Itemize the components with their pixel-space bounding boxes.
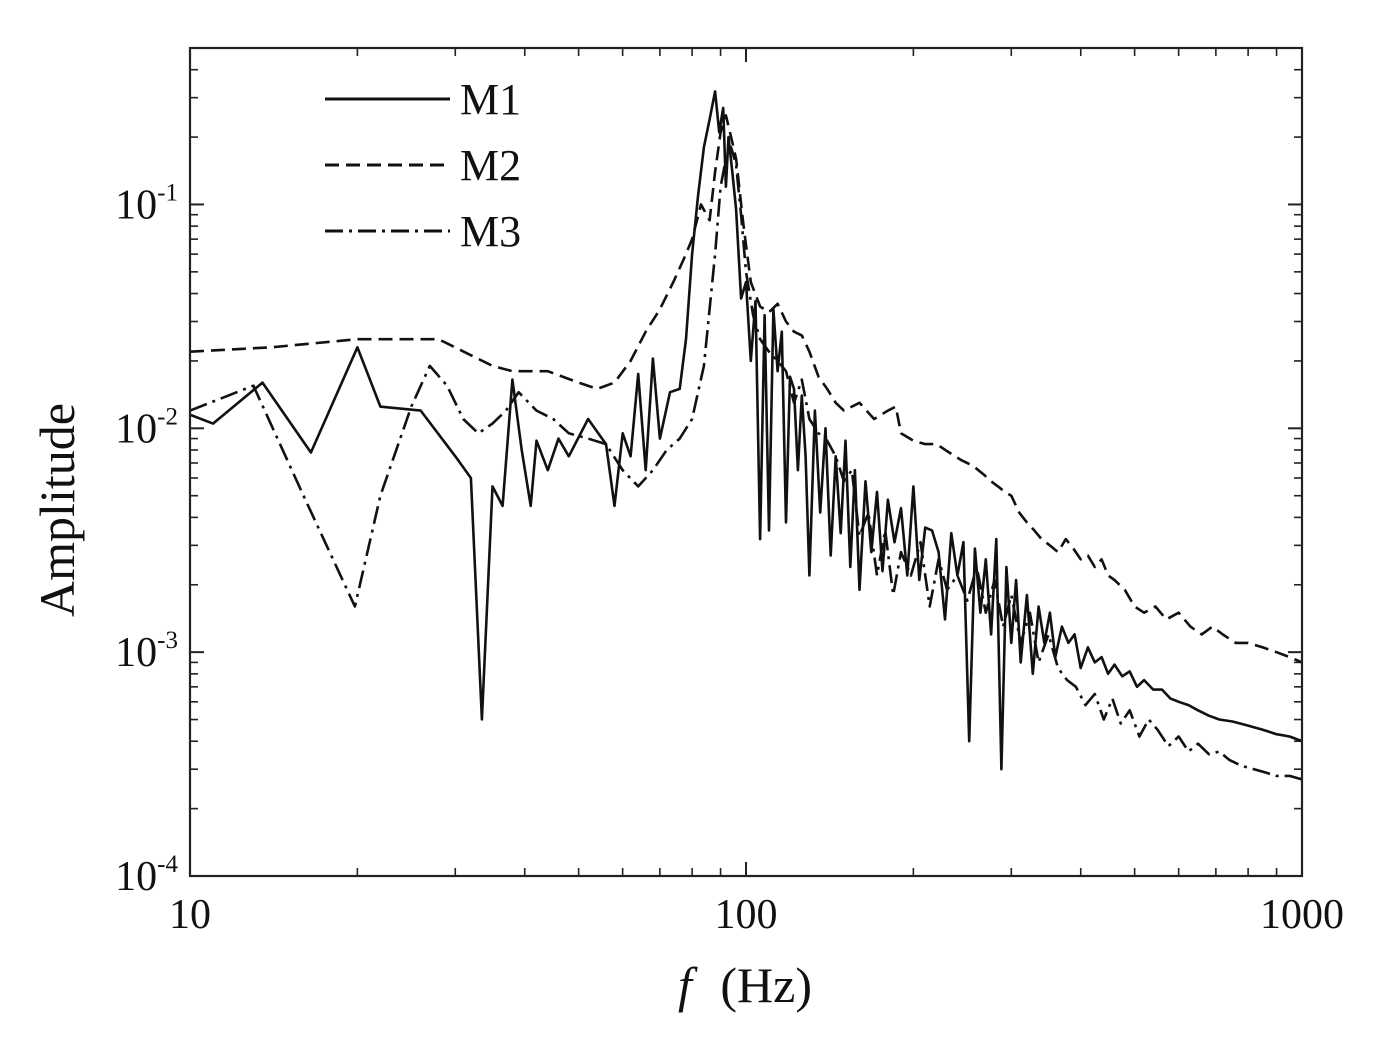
y-minor-ticks	[190, 47, 1302, 810]
x-axis-label-symbol: f	[678, 957, 698, 1013]
x-axis-label: f (Hz)	[678, 957, 812, 1013]
y-tick-label-base: 10	[115, 854, 157, 900]
y-tick-labels: 10-110-210-310-4	[115, 179, 178, 900]
y-tick-label: 10-3	[115, 627, 178, 676]
series-line-m3	[190, 146, 1302, 781]
x-tick-label: 1000	[1260, 892, 1344, 938]
series-line-m1	[190, 90, 1302, 771]
y-tick-label-exponent: -2	[157, 403, 178, 430]
legend-label-m3: M3	[460, 207, 521, 256]
series-line-m2	[190, 114, 1302, 664]
y-tick-label: 10-2	[115, 403, 178, 452]
x-tick-label: 10	[169, 892, 211, 938]
y-tick-label: 10-4	[115, 851, 178, 900]
y-axis-label: Amplitude	[29, 403, 85, 617]
legend-label-m1: M1	[460, 75, 521, 124]
plot-frame	[188, 46, 1304, 878]
x-tick-labels: 10 100 1000	[169, 892, 1344, 938]
y-tick-label-exponent: -3	[157, 627, 178, 654]
y-tick-label-base: 10	[115, 182, 157, 228]
x-axis-label-unit: (Hz)	[720, 957, 812, 1013]
legend-label-m2: M2	[460, 141, 521, 190]
y-axis: 10-110-210-310-4 Amplitude	[29, 47, 1302, 900]
y-tick-label-base: 10	[115, 406, 157, 452]
y-tick-label-exponent: -4	[157, 851, 178, 878]
y-tick-label-base: 10	[115, 630, 157, 676]
y-tick-label-exponent: -1	[157, 179, 178, 206]
y-tick-label: 10-1	[115, 179, 178, 228]
x-minor-ticks	[356, 48, 1278, 876]
x-axis: 10 100 1000 f (Hz)	[169, 48, 1344, 1013]
x-tick-label: 100	[715, 892, 778, 938]
legend: M1 M2 M3	[325, 75, 521, 256]
series-layer	[190, 90, 1302, 781]
